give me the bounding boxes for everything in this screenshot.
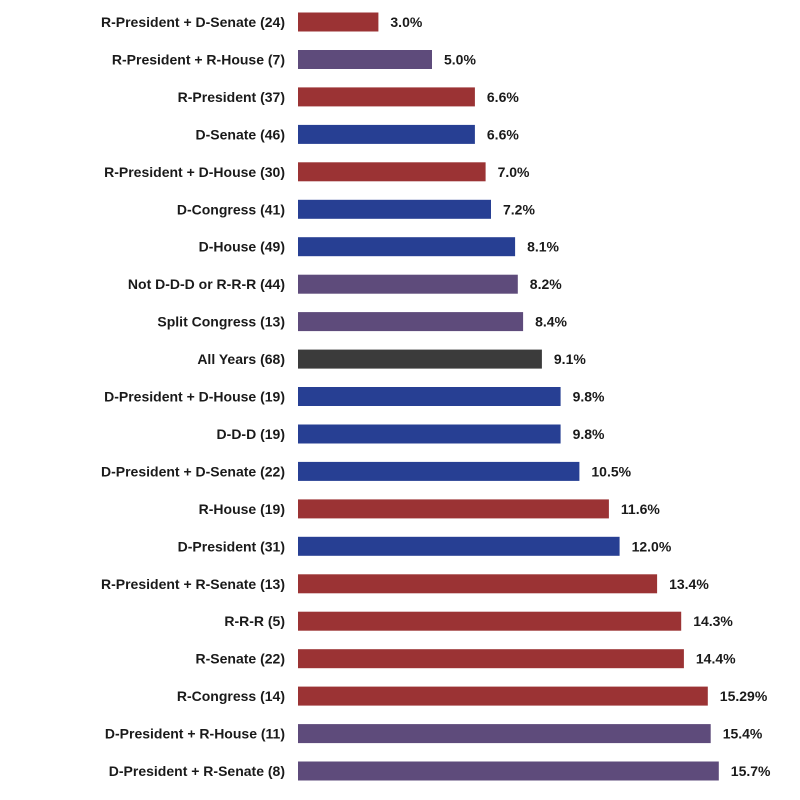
bar-row-r-president-d-house-30: R-President + D-House (30) 7.0% (104, 162, 530, 182)
value-label-r-president-r-senate-13: 13.4% (669, 576, 709, 592)
value-label-d-president-31: 12.0% (632, 538, 672, 554)
bar-r-president-d-senate-24 (298, 12, 379, 32)
category-label-d-house-49: D-House (49) (199, 239, 285, 255)
bar-row-r-r-r-5: R-R-R (5) 14.3% (224, 611, 733, 631)
value-label-d-president-r-senate-8: 15.7% (731, 763, 771, 779)
bar-d-president-d-senate-22 (298, 461, 580, 481)
value-label-r-president-37: 6.6% (487, 89, 519, 105)
bar-row-d-president-d-senate-22: D-President + D-Senate (22) 10.5% (101, 461, 632, 481)
bar-row-d-president-r-senate-8: D-President + R-Senate (8) 15.7% (109, 761, 771, 781)
category-label-r-president-37: R-President (37) (178, 89, 285, 105)
bar-row-r-congress-14: R-Congress (14) 15.29% (177, 686, 768, 706)
bar-row-d-house-49: D-House (49) 8.1% (199, 237, 560, 257)
bar-r-president-d-house-30 (298, 162, 486, 182)
bar-d-d-d-19 (298, 424, 561, 444)
bar-r-r-r-5 (298, 611, 682, 631)
bar-not-d-d-d-or-r-r-r-44 (298, 274, 518, 294)
bar-d-president-d-house-19 (298, 387, 561, 406)
bar-row-d-president-31: D-President (31) 12.0% (178, 536, 672, 556)
category-label-r-congress-14: R-Congress (14) (177, 688, 285, 704)
bar-r-congress-14 (298, 686, 708, 706)
category-label-d-congress-41: D-Congress (41) (177, 201, 285, 217)
bar-row-d-president-d-house-19: D-President + D-House (19) 9.8% (104, 387, 605, 406)
bar-row-r-president-r-house-7: R-President + R-House (7) 5.0% (112, 50, 476, 69)
bar-d-congress-41 (298, 199, 491, 219)
value-label-d-congress-41: 7.2% (503, 201, 535, 217)
category-label-r-president-d-house-30: R-President + D-House (30) (104, 164, 285, 180)
bar-row-d-president-r-house-11: D-President + R-House (11) 15.4% (105, 724, 763, 744)
value-label-not-d-d-d-or-r-r-r-44: 8.2% (530, 276, 562, 292)
category-label-not-d-d-d-or-r-r-r-44: Not D-D-D or R-R-R (44) (128, 276, 285, 292)
value-label-d-house-49: 8.1% (527, 239, 559, 255)
category-label-all-years-68: All Years (68) (197, 351, 285, 367)
value-label-d-president-d-senate-22: 10.5% (591, 463, 631, 479)
category-label-d-president-d-senate-22: D-President + D-Senate (22) (101, 463, 285, 479)
value-label-all-years-68: 9.1% (554, 351, 586, 367)
bar-split-congress-13 (298, 312, 524, 332)
category-label-r-president-d-senate-24: R-President + D-Senate (24) (101, 14, 285, 30)
bar-row-all-years-68: All Years (68) 9.1% (197, 349, 586, 369)
value-label-r-president-d-house-30: 7.0% (498, 164, 530, 180)
bar-d-president-r-senate-8 (298, 761, 719, 781)
bar-row-r-senate-22: R-Senate (22) 14.4% (196, 649, 736, 669)
category-label-d-president-r-house-11: D-President + R-House (11) (105, 726, 285, 742)
bar-d-president-31 (298, 536, 620, 556)
bar-d-house-49 (298, 237, 516, 257)
bar-row-r-president-d-senate-24: R-President + D-Senate (24) 3.0% (101, 12, 423, 32)
category-label-r-senate-22: R-Senate (22) (196, 651, 285, 667)
bar-row-r-president-37: R-President (37) 6.6% (178, 87, 519, 107)
value-label-split-congress-13: 8.4% (535, 314, 567, 330)
category-label-r-president-r-senate-13: R-President + R-Senate (13) (101, 576, 285, 592)
value-label-r-senate-22: 14.4% (696, 651, 736, 667)
bar-row-d-congress-41: D-Congress (41) 7.2% (177, 199, 535, 219)
category-label-r-president-r-house-7: R-President + R-House (7) (112, 51, 285, 67)
category-label-split-congress-13: Split Congress (13) (157, 314, 285, 330)
value-label-r-congress-14: 15.29% (720, 688, 768, 704)
bar-r-president-r-house-7 (298, 50, 432, 69)
bar-r-president-37 (298, 87, 475, 107)
value-label-r-president-r-house-7: 5.0% (444, 51, 476, 67)
bar-r-house-19 (298, 499, 609, 519)
value-label-r-house-19: 11.6% (621, 501, 660, 517)
value-label-r-president-d-senate-24: 3.0% (390, 14, 422, 30)
category-label-r-r-r-5: R-R-R (5) (224, 613, 285, 629)
value-label-d-d-d-19: 9.8% (573, 426, 605, 442)
bar-row-r-president-r-senate-13: R-President + R-Senate (13) 13.4% (101, 574, 709, 594)
bar-row-split-congress-13: Split Congress (13) 8.4% (157, 312, 568, 332)
bar-r-senate-22 (298, 649, 684, 669)
value-label-d-president-d-house-19: 9.8% (573, 389, 605, 405)
bar-row-r-house-19: R-House (19) 11.6% (199, 499, 660, 519)
category-label-d-d-d-19: D-D-D (19) (217, 426, 285, 442)
category-label-d-president-r-senate-8: D-President + R-Senate (8) (109, 763, 285, 779)
category-label-d-senate-46: D-Senate (46) (196, 126, 285, 142)
category-label-r-house-19: R-House (19) (199, 501, 285, 517)
bar-row-d-d-d-19: D-D-D (19) 9.8% (217, 424, 605, 444)
bar-d-president-r-house-11 (298, 724, 711, 744)
bar-d-senate-46 (298, 124, 475, 144)
value-label-d-president-r-house-11: 15.4% (723, 726, 763, 742)
value-label-d-senate-46: 6.6% (487, 126, 519, 142)
category-label-d-president-31: D-President (31) (178, 538, 285, 554)
bar-all-years-68 (298, 349, 542, 369)
category-label-d-president-d-house-19: D-President + D-House (19) (104, 389, 285, 405)
bar-r-president-r-senate-13 (298, 574, 658, 594)
bar-row-d-senate-46: D-Senate (46) 6.6% (196, 124, 519, 144)
value-label-r-r-r-5: 14.3% (693, 613, 733, 629)
bar-row-not-d-d-d-or-r-r-r-44: Not D-D-D or R-R-R (44) 8.2% (128, 274, 562, 294)
